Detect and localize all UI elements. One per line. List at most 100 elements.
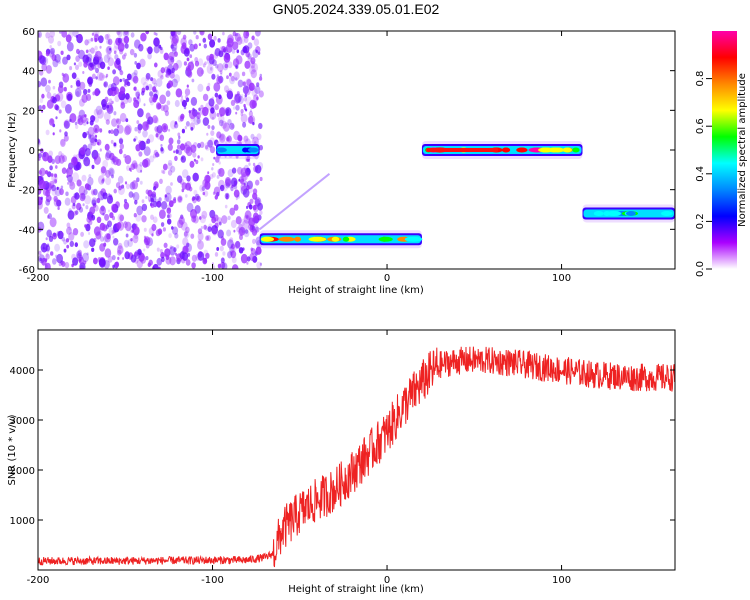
noise-speck	[159, 178, 163, 184]
noise-speck	[248, 204, 253, 210]
noise-speck	[151, 78, 157, 85]
noise-speck	[54, 173, 58, 178]
noise-speck	[103, 81, 108, 88]
noise-speck	[84, 224, 87, 228]
noise-speck	[238, 226, 246, 236]
noise-speck	[38, 31, 42, 38]
noise-speck	[172, 34, 179, 44]
colorbar-ticks: 0.0 0.2 0.4 0.6 0.8	[695, 71, 712, 277]
noise-speck	[233, 94, 241, 104]
noise-speck	[211, 96, 214, 101]
noise-speck	[156, 257, 163, 266]
noise-speck	[194, 193, 200, 201]
noise-speck	[143, 227, 147, 232]
noise-speck	[88, 133, 92, 138]
noise-speck	[60, 138, 66, 146]
noise-speck	[83, 156, 91, 167]
noise-speck	[191, 254, 197, 262]
noise-speck	[84, 195, 91, 205]
noise-speck	[179, 196, 183, 201]
noise-speck	[191, 78, 195, 83]
noise-speck	[241, 172, 248, 182]
noise-speck	[113, 142, 117, 147]
noise-speck	[118, 148, 123, 155]
noise-speck	[107, 220, 112, 228]
noise-speck	[234, 240, 241, 249]
noise-speck	[218, 107, 226, 117]
noise-speck	[200, 104, 204, 110]
noise-speck	[233, 204, 239, 211]
noise-speck	[156, 130, 163, 140]
noise-speck	[196, 112, 201, 120]
noise-speck	[45, 252, 49, 257]
noise-speck	[211, 125, 215, 131]
noise-speck	[79, 192, 86, 202]
signal-segments	[215, 141, 675, 249]
noise-speck	[152, 86, 156, 91]
noise-speck	[258, 122, 263, 130]
noise-speck	[249, 198, 254, 204]
noise-speck	[150, 193, 157, 203]
noise-speck	[49, 31, 55, 38]
noise-speck	[241, 94, 244, 98]
noise-speck	[102, 74, 106, 79]
noise-speck	[189, 54, 193, 59]
noise-speck	[38, 254, 45, 264]
noise-speck	[61, 167, 67, 174]
noise-speck	[214, 194, 218, 200]
noise-speck	[49, 165, 53, 171]
noise-speck	[130, 32, 135, 38]
noise-speck	[174, 232, 179, 239]
noise-speck	[70, 195, 77, 204]
spectrogram-ylabel: Frequency (Hz)	[7, 112, 18, 188]
noise-speck	[206, 235, 211, 241]
noise-speck	[242, 121, 247, 128]
segment-core	[562, 147, 572, 153]
noise-speck	[230, 75, 235, 82]
noise-speck	[104, 233, 111, 243]
noise-speck	[176, 31, 182, 36]
noise-speck	[149, 99, 154, 106]
noise-speck	[76, 179, 82, 187]
noise-speck	[100, 166, 106, 174]
noise-speck	[112, 156, 119, 166]
noise-speck	[124, 78, 129, 86]
noise-speck	[204, 174, 211, 184]
noise-speck	[223, 46, 228, 52]
noise-speck	[150, 77, 154, 82]
noise-speck	[243, 106, 247, 111]
noise-speck	[160, 75, 164, 80]
y-tick-label: 0	[29, 146, 35, 157]
noise-speck	[72, 228, 79, 236]
noise-speck	[113, 50, 117, 55]
noise-speck	[155, 102, 162, 110]
noise-speck	[255, 179, 260, 186]
noise-speck	[66, 167, 73, 177]
noise-speck	[236, 91, 240, 96]
noise-speck	[151, 191, 157, 198]
noise-speck	[63, 134, 69, 142]
noise-speck	[222, 251, 226, 256]
noise-speck	[145, 141, 148, 145]
noise-speck	[143, 103, 146, 107]
noise-speck	[124, 124, 132, 135]
noise-speck	[53, 232, 57, 237]
noise-speck	[54, 243, 60, 252]
noise-speck	[56, 186, 59, 190]
noise-speck	[84, 114, 87, 118]
noise-speck	[196, 67, 204, 77]
noise-speck	[133, 87, 136, 91]
noise-speck	[201, 210, 208, 219]
noise-speck	[231, 48, 236, 54]
noise-speck	[166, 207, 172, 214]
noise-speck	[140, 169, 143, 173]
noise-speck	[235, 241, 241, 248]
noise-speck	[86, 252, 89, 256]
noise-speck	[259, 262, 262, 266]
noise-speck	[113, 46, 118, 53]
noise-speck	[237, 79, 244, 88]
noise-speck	[94, 45, 98, 51]
noise-speck	[117, 175, 124, 184]
noise-speck	[179, 143, 186, 151]
noise-speck	[181, 42, 187, 50]
